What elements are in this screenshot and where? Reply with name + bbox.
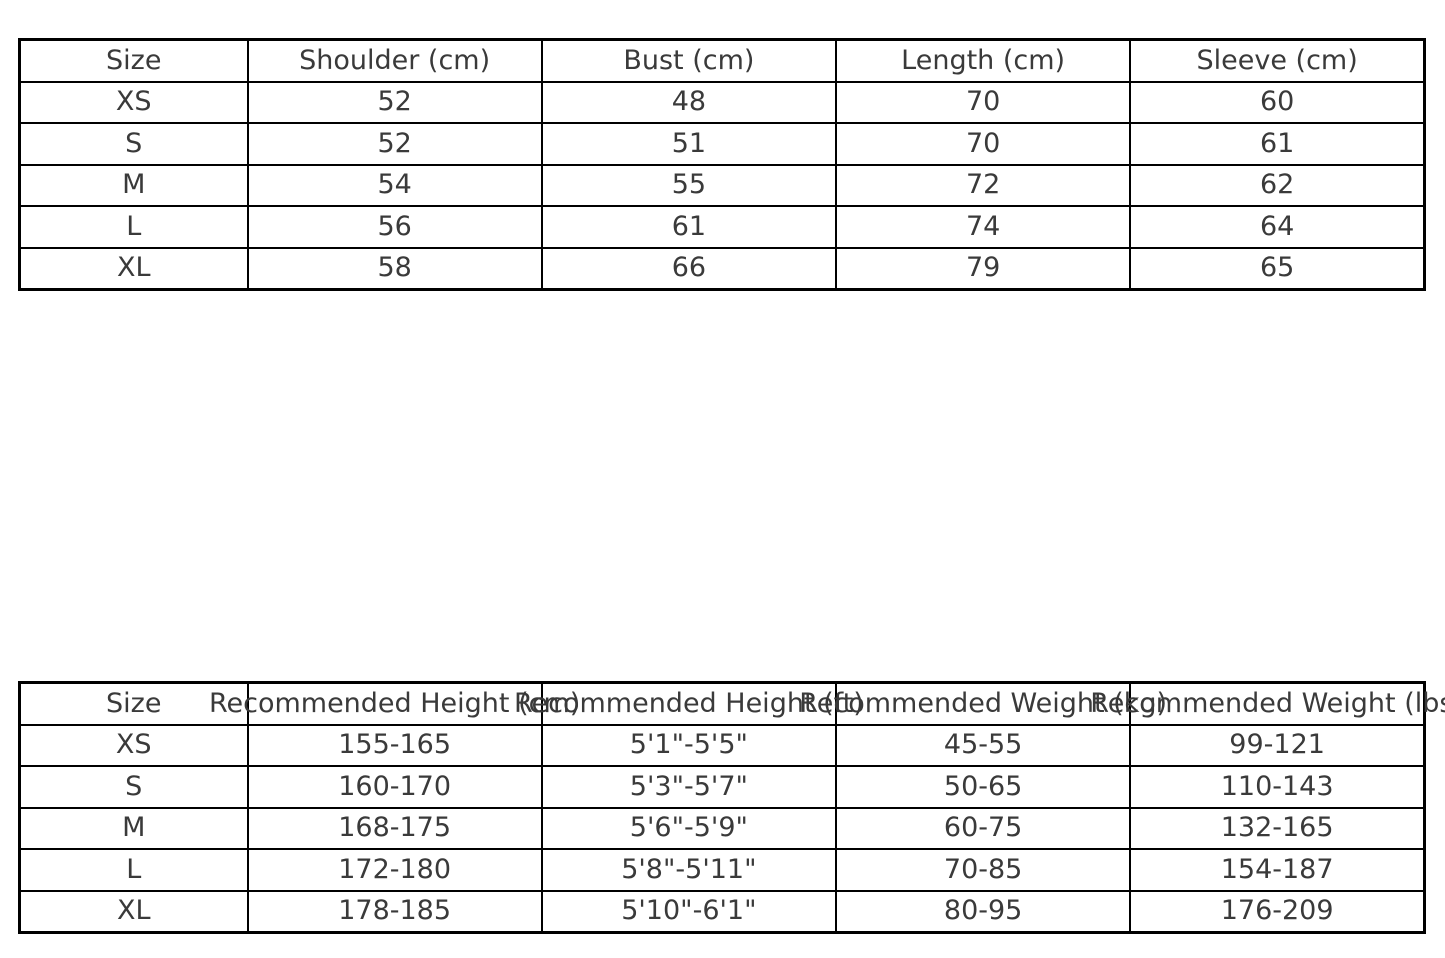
header-size-label: Size <box>106 687 162 719</box>
header-row: Size Shoulder (cm) Bust (cm) Length (cm)… <box>18 38 1426 83</box>
cell: 160-170 <box>246 765 543 809</box>
cell: 50-65 <box>834 765 1132 809</box>
cell: L <box>18 848 249 892</box>
header-rec-height-cm-label: Recommended Height (cm) <box>208 687 581 719</box>
cell: 55 <box>540 163 838 207</box>
cell: 64 <box>1129 205 1426 249</box>
header-rec-height-ft: Recommended Height (ft) <box>514 681 864 726</box>
cell: M <box>18 806 249 850</box>
cell: 5'6"-5'9" <box>540 806 838 850</box>
cell: S <box>18 765 249 809</box>
cell: 99-121 <box>1129 723 1426 767</box>
cell: 74 <box>834 205 1132 249</box>
cell: 172-180 <box>246 848 543 892</box>
header-rec-weight-lbs: Recommended Weight (lbs) <box>1090 681 1445 726</box>
fit-row-m: M 168-175 5'6"-5'9" 60-75 132-165 <box>18 806 1426 850</box>
header-size: Size <box>18 38 249 83</box>
cell: 65 <box>1129 246 1426 291</box>
cell: S <box>18 122 249 166</box>
cell: 52 <box>246 80 543 124</box>
header-rec-weight-lbs-label: Recommended Weight (lbs) <box>1090 687 1445 719</box>
cell: 58 <box>246 246 543 291</box>
cell: 70 <box>834 80 1132 124</box>
cell: 48 <box>540 80 838 124</box>
cell: 168-175 <box>246 806 543 850</box>
cell: XL <box>18 889 249 934</box>
cell: 60-75 <box>834 806 1132 850</box>
header-size-label: Size <box>106 44 162 76</box>
cell: 45-55 <box>834 723 1132 767</box>
size-row-xl: XL 58 66 79 65 <box>18 246 1426 291</box>
cell: 51 <box>540 122 838 166</box>
header-sleeve-cm-label: Sleeve (cm) <box>1196 44 1358 76</box>
cell: 5'1"-5'5" <box>540 723 838 767</box>
fit-row-s: S 160-170 5'3"-5'7" 50-65 110-143 <box>18 765 1426 809</box>
header-size: Size <box>18 681 249 726</box>
header-rec-weight-kg: Recommended Weight (kg) <box>799 681 1167 726</box>
cell: 132-165 <box>1129 806 1426 850</box>
fit-row-l: L 172-180 5'8"-5'11" 70-85 154-187 <box>18 848 1426 892</box>
cell: L <box>18 205 249 249</box>
cell: 5'10"-6'1" <box>540 889 838 934</box>
cell: 54 <box>246 163 543 207</box>
header-shoulder-cm: Shoulder (cm) <box>246 38 543 83</box>
cell: 52 <box>246 122 543 166</box>
size-row-s: S 52 51 70 61 <box>18 122 1426 166</box>
cell: 80-95 <box>834 889 1132 934</box>
header-rec-height-cm: Recommended Height (cm) <box>209 681 580 726</box>
size-row-xs: XS 52 48 70 60 <box>18 80 1426 124</box>
header-rec-height-ft-label: Recommended Height (ft) <box>513 687 864 719</box>
header-length-cm-label: Length (cm) <box>901 44 1066 76</box>
cell: 176-209 <box>1129 889 1426 934</box>
cell: 5'8"-5'11" <box>540 848 838 892</box>
fit-recommendation-table: Size Recommended Height (cm) Recommended… <box>18 681 1445 934</box>
cell: 66 <box>540 246 838 291</box>
cell: M <box>18 163 249 207</box>
fit-row-xl: XL 178-185 5'10"-6'1" 80-95 176-209 <box>18 889 1426 934</box>
size-row-m: M 54 55 72 62 <box>18 163 1426 207</box>
header-sleeve-cm: Sleeve (cm) <box>1129 38 1426 83</box>
cell: 61 <box>540 205 838 249</box>
cell: 62 <box>1129 163 1426 207</box>
cell: 56 <box>246 205 543 249</box>
cell: 70 <box>834 122 1132 166</box>
fit-row-xs: XS 155-165 5'1"-5'5" 45-55 99-121 <box>18 723 1426 767</box>
cell: 61 <box>1129 122 1426 166</box>
header-rec-weight-kg-label: Recommended Weight (kg) <box>799 687 1168 719</box>
cell: 178-185 <box>246 889 543 934</box>
header-bust-cm-label: Bust (cm) <box>623 44 755 76</box>
cell: XS <box>18 80 249 124</box>
cell: 110-143 <box>1129 765 1426 809</box>
cell: 72 <box>834 163 1132 207</box>
size-row-l: L 56 61 74 64 <box>18 205 1426 249</box>
cell: XL <box>18 246 249 291</box>
header-bust-cm: Bust (cm) <box>540 38 838 83</box>
cell: XS <box>18 723 249 767</box>
cell: 60 <box>1129 80 1426 124</box>
cell: 5'3"-5'7" <box>540 765 838 809</box>
cell: 70-85 <box>834 848 1132 892</box>
cell: 79 <box>834 246 1132 291</box>
header-shoulder-cm-label: Shoulder (cm) <box>299 44 491 76</box>
header-row: Size Recommended Height (cm) Recommended… <box>18 681 1445 726</box>
header-length-cm: Length (cm) <box>834 38 1132 83</box>
cell: 154-187 <box>1129 848 1426 892</box>
garment-size-table: Size Shoulder (cm) Bust (cm) Length (cm)… <box>18 38 1426 291</box>
cell: 155-165 <box>246 723 543 767</box>
